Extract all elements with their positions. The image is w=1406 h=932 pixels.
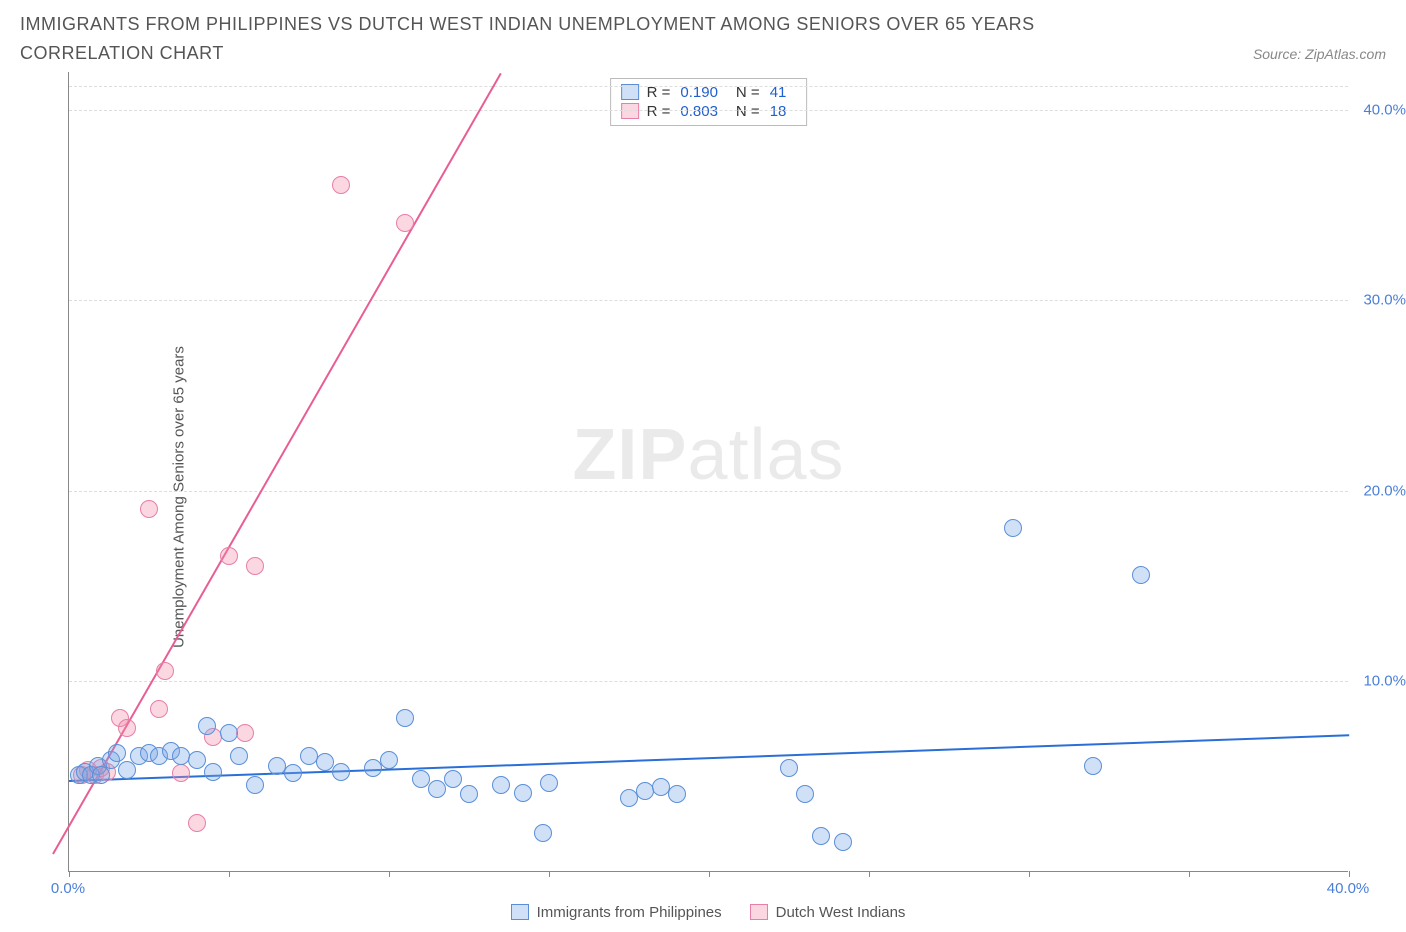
data-point-pink [236,724,254,742]
data-point-pink [396,214,414,232]
gridline [69,86,1348,87]
data-point-pink [118,719,136,737]
swatch-pink-icon [750,904,768,920]
data-point-blue [540,774,558,792]
data-point-pink [220,547,238,565]
n-label: N = [736,103,760,120]
data-point-blue [534,824,552,842]
x-tick [69,871,70,877]
legend-label-blue: Immigrants from Philippines [537,904,722,921]
data-point-blue [444,770,462,788]
x-axis-labels: 0.0%40.0% [68,880,1348,904]
n-value-pink: 18 [770,103,787,120]
data-point-blue [812,827,830,845]
x-tick [389,871,390,877]
watermark-bold: ZIP [572,415,687,495]
x-tick [1349,871,1350,877]
swatch-blue-icon [511,904,529,920]
data-point-blue [834,833,852,851]
chart-container: Unemployment Among Seniors over 65 years… [20,72,1386,922]
data-point-pink [172,764,190,782]
x-tick [869,871,870,877]
data-point-blue [668,785,686,803]
data-point-blue [460,785,478,803]
data-point-blue [514,784,532,802]
data-point-blue [780,759,798,777]
data-point-blue [396,709,414,727]
data-point-pink [246,557,264,575]
gridline [69,300,1348,301]
x-tick [709,871,710,877]
x-tick-label: 40.0% [1327,880,1370,897]
legend-item-pink: Dutch West Indians [750,904,906,921]
data-point-blue [428,780,446,798]
chart-title: IMMIGRANTS FROM PHILIPPINES VS DUTCH WES… [20,10,1120,68]
x-tick [1189,871,1190,877]
plot-area: ZIPatlas R = 0.190 N = 41 R = 0.803 N = … [68,72,1348,872]
data-point-blue [284,764,302,782]
data-point-blue [92,766,110,784]
swatch-pink-icon [621,103,639,119]
y-tick-label: 30.0% [1363,292,1406,309]
data-point-blue [380,751,398,769]
x-tick [549,871,550,877]
x-tick [1029,871,1030,877]
y-tick-label: 10.0% [1363,673,1406,690]
data-point-blue [492,776,510,794]
data-point-blue [204,763,222,781]
x-tick-label: 0.0% [51,880,85,897]
data-point-blue [220,724,238,742]
legend-label-pink: Dutch West Indians [776,904,906,921]
r-label: R = [647,103,671,120]
data-point-blue [1132,566,1150,584]
data-point-blue [188,751,206,769]
data-point-blue [172,747,190,765]
trendline-pink [52,72,502,854]
data-point-blue [230,747,248,765]
stats-row-pink: R = 0.803 N = 18 [621,102,797,121]
chart-header: IMMIGRANTS FROM PHILIPPINES VS DUTCH WES… [20,10,1386,68]
data-point-blue [332,763,350,781]
x-tick [229,871,230,877]
trendline-blue [69,734,1349,782]
gridline [69,681,1348,682]
data-point-pink [156,662,174,680]
data-point-blue [198,717,216,735]
r-value-pink: 0.803 [680,103,718,120]
data-point-pink [150,700,168,718]
y-tick-label: 40.0% [1363,101,1406,118]
watermark: ZIPatlas [572,414,844,496]
data-point-pink [140,500,158,518]
source-attribution: Source: ZipAtlas.com [1253,46,1386,68]
data-point-blue [796,785,814,803]
y-tick-label: 20.0% [1363,482,1406,499]
data-point-pink [332,176,350,194]
legend-item-blue: Immigrants from Philippines [511,904,722,921]
series-legend: Immigrants from Philippines Dutch West I… [68,904,1348,921]
gridline [69,110,1348,111]
data-point-pink [188,814,206,832]
data-point-blue [108,744,126,762]
data-point-blue [1084,757,1102,775]
data-point-blue [246,776,264,794]
watermark-light: atlas [687,415,844,495]
data-point-blue [1004,519,1022,537]
